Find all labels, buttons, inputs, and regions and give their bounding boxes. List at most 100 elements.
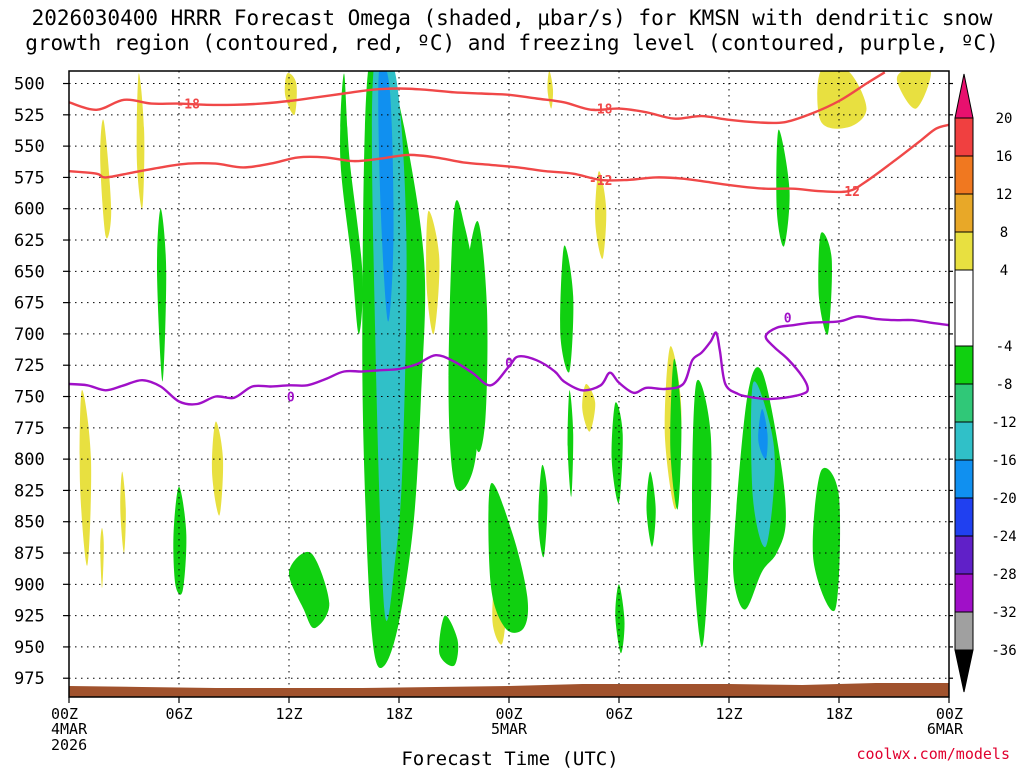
x-date-label: 5MAR	[491, 720, 528, 738]
omega-cell-sinking	[340, 73, 363, 334]
colorbar-label: -12	[991, 415, 1016, 431]
x-tick-label: 06Z	[165, 705, 192, 723]
omega-cell-rising-weak	[595, 171, 607, 259]
y-tick-label: 950	[14, 638, 45, 658]
contour-label: -12	[836, 185, 859, 200]
contour-line	[69, 123, 949, 194]
title-line-2: growth region (contoured, red, ºC) and f…	[25, 31, 999, 55]
y-tick-label: 650	[14, 262, 45, 282]
colorbar-label: -24	[991, 529, 1016, 545]
y-tick-label: 975	[14, 669, 45, 689]
omega-cell-sinking	[463, 220, 488, 453]
contour-label: 0	[505, 357, 513, 372]
y-tick-label: 875	[14, 544, 45, 564]
omega-cell-sinking	[488, 483, 529, 633]
colorbar-bin	[954, 117, 974, 157]
colorbar-label: -4	[996, 339, 1013, 355]
y-tick-label: 575	[14, 168, 45, 188]
colorbar-arrow-top	[954, 73, 974, 119]
omega-cell-rising-weak	[136, 73, 145, 210]
colorbar-label: -20	[991, 491, 1016, 507]
omega-cell-sinking	[812, 467, 841, 612]
colorbar-bin	[954, 611, 974, 651]
x-tick-label: 00Z	[936, 705, 963, 723]
title-line-1: 2026030400 HRRR Forecast Omega (shaded, …	[31, 6, 993, 30]
contour-label: 0	[287, 391, 295, 406]
contour-label: -12	[589, 174, 612, 189]
x-date-label: 6MAR	[927, 720, 964, 738]
credit-text: coolwx.com/models	[856, 745, 1010, 763]
contour-label: -18	[589, 103, 613, 118]
y-axis: 500 525 550 575 600 625 650 675 700 725 750 775 800 8…	[14, 75, 953, 689]
y-tick-label: 900	[14, 575, 45, 595]
x-axis-label: Forecast Time (UTC)	[401, 748, 618, 768]
omega-cell-strong	[371, 71, 407, 621]
x-tick-label: 18Z	[825, 705, 852, 723]
y-tick-label: 825	[14, 481, 45, 501]
x-tick-label: 12Z	[715, 705, 742, 723]
contour-lines: -18 -18 -12 -12 0 0 0	[69, 71, 949, 406]
colorbar-bin	[954, 269, 974, 347]
x-tick-label: 06Z	[605, 705, 632, 723]
colorbar-label: -32	[991, 605, 1016, 621]
colorbar-bin	[954, 383, 974, 423]
ground-terrain	[69, 683, 949, 697]
y-tick-label: 525	[14, 106, 45, 126]
colorbar-bin	[954, 231, 974, 271]
omega-cell-very-strong	[378, 71, 394, 322]
colorbar-bin	[954, 535, 974, 575]
omega-shading	[79, 71, 931, 668]
y-tick-label: 550	[14, 137, 45, 157]
y-tick-label: 800	[14, 450, 45, 470]
colorbar-label: 8	[1000, 225, 1008, 241]
y-tick-label: 775	[14, 419, 45, 439]
colorbar-bin	[954, 155, 974, 195]
y-tick-label: 600	[14, 200, 45, 220]
omega-cell-sinking	[438, 615, 459, 667]
colorbar-label: -36	[991, 643, 1016, 659]
colorbar-arrow-bottom	[954, 649, 974, 693]
x-tick-label: 00Z	[495, 705, 522, 723]
chart-title: 2026030400 HRRR Forecast Omega (shaded, …	[0, 6, 1024, 56]
x-date-label: 4MAR	[51, 720, 88, 738]
omega-cell-rising-weak	[100, 119, 112, 239]
omega-cell-sinking	[156, 208, 167, 382]
colorbar-label: -28	[991, 567, 1016, 583]
y-tick-label: 700	[14, 325, 45, 345]
colorbar-bin	[954, 345, 974, 385]
omega-cell-rising-weak	[120, 471, 126, 553]
omega-cell-very-strong	[758, 408, 768, 460]
y-tick-label: 750	[14, 388, 45, 408]
y-tick-label: 500	[14, 75, 45, 95]
contour-label: -18	[176, 98, 200, 113]
omega-cell-rising-weak	[211, 421, 224, 516]
contour-line	[69, 71, 886, 125]
colorbar-bin	[954, 573, 974, 613]
omega-cell-sinking	[646, 471, 656, 547]
colorbar-label: -8	[996, 377, 1013, 393]
omega-cell-sinking	[538, 464, 548, 558]
omega-cell-sinking	[560, 245, 574, 373]
omega-cell-sinking	[288, 551, 330, 629]
omega-cell-rising-weak	[426, 210, 440, 335]
grid-lines	[69, 71, 949, 697]
y-tick-label: 725	[14, 356, 45, 376]
colorbar: 20 16 12 8 4 -4 -8 -12 -16 -20 -24 -28 -32 -36	[954, 73, 1017, 693]
x-year-label: 2026	[51, 736, 87, 754]
contour-label: 0	[784, 312, 792, 327]
omega-cell-sinking	[611, 402, 623, 504]
colorbar-label: 4	[1000, 263, 1008, 279]
omega-cell-sinking	[692, 379, 712, 648]
omega-cell-sinking	[173, 486, 187, 595]
colorbar-bin	[954, 421, 974, 461]
x-tick-label: 00Z	[51, 705, 78, 723]
y-tick-label: 675	[14, 294, 45, 314]
omega-cell-sinking	[818, 232, 832, 335]
colorbar-bin	[954, 459, 974, 499]
omega-cell-sinking	[670, 358, 682, 510]
colorbar-label: -16	[991, 453, 1016, 469]
ground-fill	[69, 683, 949, 697]
y-tick-label: 625	[14, 231, 45, 251]
colorbar-label: 12	[996, 187, 1013, 203]
